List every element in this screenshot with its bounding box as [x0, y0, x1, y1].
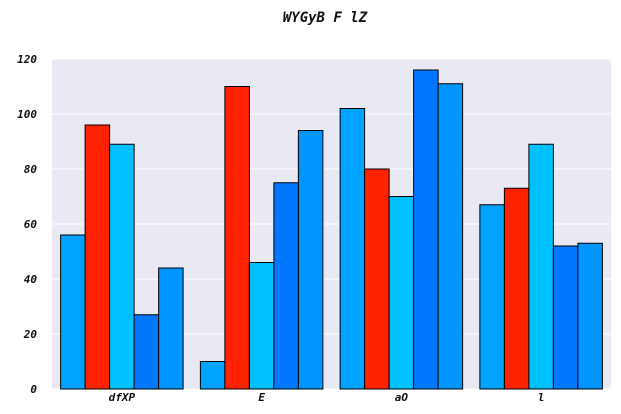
bar [158, 267, 184, 390]
x-tick-label: aO [395, 391, 409, 404]
bar [437, 83, 464, 390]
bar [528, 143, 554, 390]
y-tick-label: 60 [24, 218, 38, 231]
bar [199, 361, 226, 390]
x-tick-label: E [258, 391, 265, 404]
bar [109, 143, 135, 390]
chart-title: WYGyB F lZ [283, 10, 368, 26]
bar [84, 124, 111, 390]
bar [297, 130, 324, 390]
bar [479, 204, 505, 390]
bar [133, 314, 160, 390]
bar [224, 86, 250, 390]
bar [552, 245, 579, 390]
bar [413, 69, 439, 390]
y-axis-ticks: 0 20 40 60 80 100 120 [17, 53, 37, 396]
bar [388, 196, 415, 390]
x-tick-label: dfXP [109, 391, 136, 404]
y-tick-label: 80 [24, 163, 38, 176]
y-tick-label: 20 [23, 328, 38, 341]
bars [60, 69, 603, 390]
bar [60, 234, 86, 390]
bar [248, 262, 275, 390]
y-tick-label: 40 [24, 273, 38, 286]
bar [339, 108, 366, 390]
bar [577, 242, 603, 390]
y-tick-label: 100 [17, 108, 37, 121]
y-tick-label: 0 [30, 383, 37, 396]
bar [364, 168, 390, 390]
y-tick-label: 120 [17, 53, 37, 66]
bar [503, 187, 530, 390]
x-tick-label: l [538, 391, 545, 404]
bar [273, 182, 299, 390]
